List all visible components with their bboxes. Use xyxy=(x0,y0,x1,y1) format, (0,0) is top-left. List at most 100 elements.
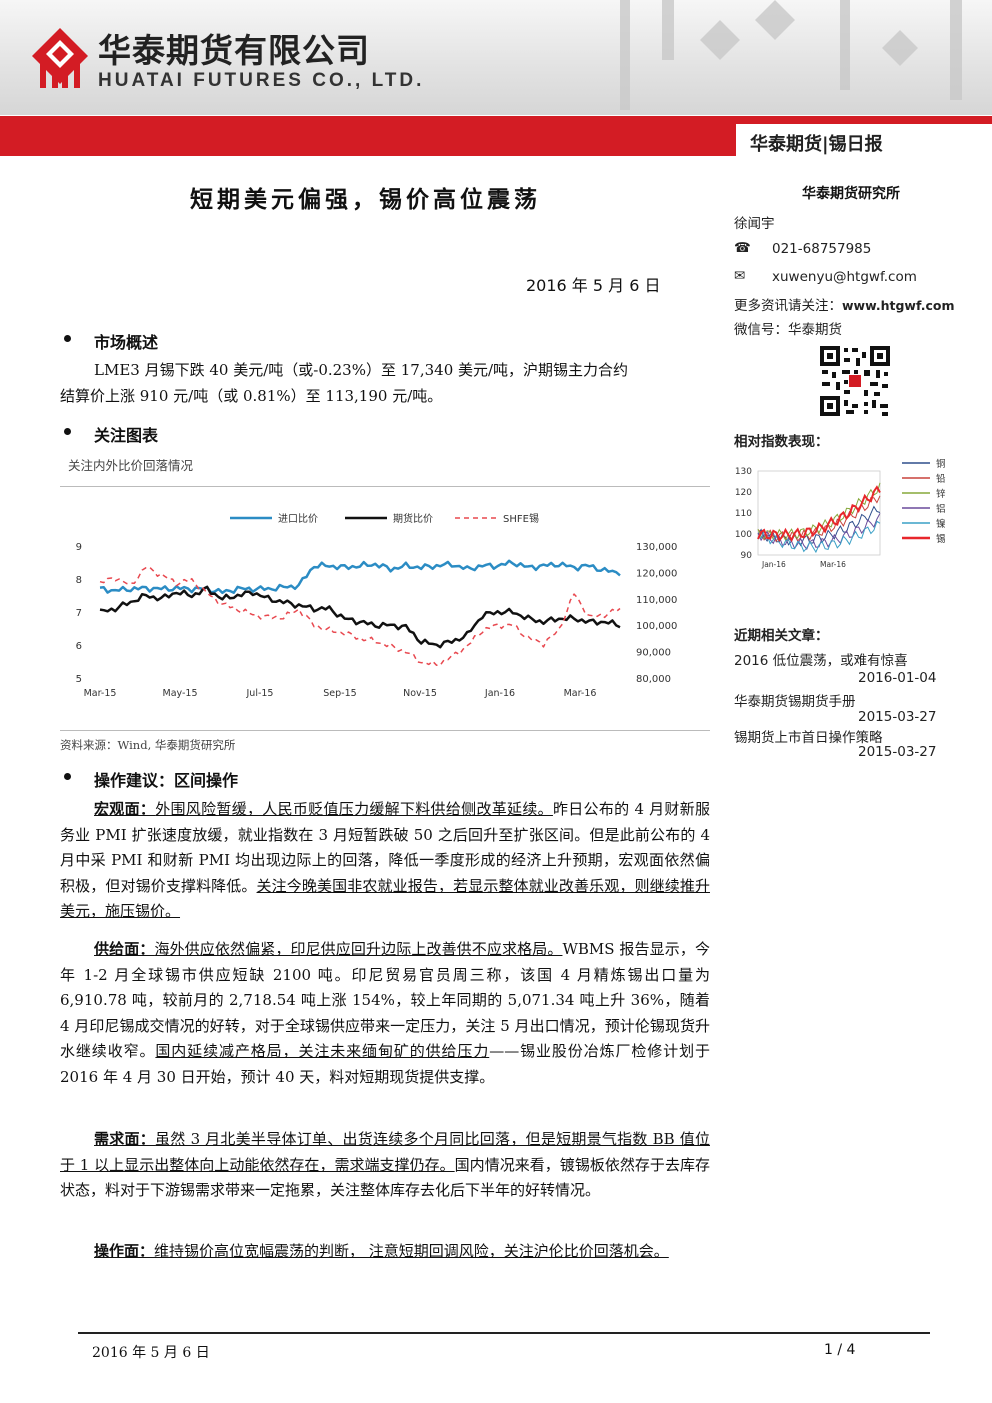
more-info-label: 更多资讯请关注： xyxy=(734,298,842,314)
mini-x-tick-label: Mar-16 xyxy=(820,560,846,569)
y-left-tick-label: 9 xyxy=(76,542,82,553)
main-chart: 进口比价 期货比价 SHFE锡 9 8 7 6 5 130,000 120,000 110,000 1… xyxy=(76,512,678,699)
analyst-email[interactable]: xuwenyu@htgwf.com xyxy=(772,269,917,285)
y-right-tick-label: 120,000 xyxy=(636,568,677,579)
series-line xyxy=(99,559,621,595)
series-line xyxy=(99,585,621,649)
article-3-title[interactable]: 锡期货上市首日操作策略 xyxy=(734,730,883,746)
mini-y-tick-label: 130 xyxy=(735,467,752,477)
x-tick-label: Sep-15 xyxy=(323,688,356,699)
articles-title: 近期相关文章： xyxy=(734,628,829,644)
y-right-tick-label: 90,000 xyxy=(636,648,671,659)
header-decoration xyxy=(620,0,962,110)
company-name-cn: 华泰期货有限公司 xyxy=(98,31,370,70)
report-tag: 华泰期货|锡日报 xyxy=(750,134,883,155)
chart-bottom-rule xyxy=(60,730,710,731)
y-right-tick-label: 80,000 xyxy=(636,674,671,685)
legend-label: 期货比价 xyxy=(393,512,433,525)
y-left-tick-label: 7 xyxy=(76,608,82,619)
y-right-tick-label: 110,000 xyxy=(636,595,677,606)
macro-body: 昨日公布的 4 月财新服务业 PMI 扩张速度放缓，就业指数在 3 月短暂跌破 … xyxy=(60,800,710,895)
legend-label: SHFE锡 xyxy=(503,512,539,525)
section-heading-market: 市场概述 xyxy=(94,333,159,352)
article-2-title[interactable]: 华泰期货锡期货手册 xyxy=(734,694,856,710)
bullet-icon xyxy=(64,428,71,435)
x-tick-label: Nov-15 xyxy=(403,688,437,699)
operation-key-point: 维持锡价高位宽幅震荡的判断， 注意短期回调风险，关注沪伦比价回落机会。 xyxy=(154,1242,669,1260)
y-left-tick-label: 8 xyxy=(76,575,82,586)
article-1-date: 2016-01-04 xyxy=(858,670,937,686)
analyst-phone: 021-68757985 xyxy=(772,241,872,257)
footer-rule xyxy=(78,1332,930,1334)
market-text-line2: 结算价上涨 910 元/吨（或 0.81%）至 113,190 元/吨。 xyxy=(60,387,443,405)
mini-y-tick-label: 110 xyxy=(735,509,752,519)
chart-caption: 关注内外比价回落情况 xyxy=(68,458,194,473)
article-1-title[interactable]: 2016 低位震荡，或难有惊喜 xyxy=(734,653,908,669)
x-tick-label: Mar-15 xyxy=(84,688,117,699)
supply-domestic: 国内延续减产格局，关注未来缅甸矿的供给压力 xyxy=(155,1042,490,1060)
demand-key-point: 虽然 3 月北美半导体订单、出货连续多个月同比回落，但是短期景气指数 BB 值位… xyxy=(60,1130,710,1174)
supply-key-point: 海外供应依然偏紧，印尼供应回升边际上改善供不应求格局。 xyxy=(154,940,563,958)
x-tick-label: Jan-16 xyxy=(484,688,515,699)
x-tick-label: Jul-15 xyxy=(246,688,274,699)
mini-legend-label: 铜 xyxy=(936,458,946,470)
macro-watch: 关注今晚美国非农就业报告，若显示整体就业改善乐观，则继续推升美元，施压锡价。 xyxy=(60,876,710,921)
x-tick-label: Mar-16 xyxy=(564,688,597,699)
y-right-tick-label: 100,000 xyxy=(636,621,677,632)
relative-index-title: 相对指数表现： xyxy=(734,434,829,450)
website-link[interactable]: www.htgwf.com xyxy=(842,298,955,313)
y-left-tick-label: 5 xyxy=(76,674,82,685)
section-heading-ops: 操作建议：区间操作 xyxy=(94,771,239,790)
legend-label: 进口比价 xyxy=(278,513,318,525)
demand-paragraph: 需求面：虽然 3 月北美半导体订单、出货连续多个月同比回落，但是短期景气指数 B… xyxy=(60,1127,710,1204)
article-2-date: 2015-03-27 xyxy=(858,709,937,725)
x-tick-label: May-15 xyxy=(163,688,198,699)
macro-label: 宏观面： xyxy=(94,800,156,818)
supply-label: 供给面： xyxy=(94,940,155,958)
email-icon: ✉ xyxy=(734,268,746,284)
page-number: 1 / 4 xyxy=(824,1342,856,1358)
qr-code-icon xyxy=(818,344,892,418)
report-title: 短期美元偏强，锡价高位震荡 xyxy=(190,186,541,213)
market-text-line1: LME3 月锡下跌 40 美元/吨（或-0.23%）至 17,340 美元/吨，… xyxy=(94,361,629,379)
report-date: 2016 年 5 月 6 日 xyxy=(526,276,661,295)
mini-y-tick-label: 120 xyxy=(735,488,752,498)
macro-paragraph: 宏观面：外围风险暂缓，人民币贬值压力缓解下料供给侧改革延续。昨日公布的 4 月财… xyxy=(60,797,710,925)
chart-source: 资料来源：Wind, 华泰期货研究所 xyxy=(60,738,236,752)
macro-key-point: 外围风险暂缓，人民币贬值压力缓解下料供给侧改革延续。 xyxy=(155,800,553,818)
demand-body: 国内情况来看，镀锡板依然存于去库存状态，料对于下游锡需求带来一定拖累，关注整体库… xyxy=(60,1155,710,1200)
mini-plot-frame xyxy=(757,470,881,556)
mini-legend-label: 铝 xyxy=(936,503,946,515)
bullet-icon xyxy=(64,335,71,342)
mini-y-tick-label: 90 xyxy=(741,551,753,561)
mini-legend-label: 锌 xyxy=(936,488,946,500)
institute-name: 华泰期货研究所 xyxy=(802,186,900,202)
mini-legend-label: 镍 xyxy=(936,518,946,530)
chart-top-rule xyxy=(60,486,710,487)
company-name-en: HUATAI FUTURES CO., LTD. xyxy=(98,70,425,91)
mini-series-line xyxy=(757,513,881,551)
y-left-tick-label: 6 xyxy=(76,641,82,652)
analyst-name: 徐闻宇 xyxy=(734,216,775,232)
mini-y-tick-label: 100 xyxy=(735,530,752,540)
more-info-line: 更多资讯请关注：www.htgwf.com xyxy=(734,294,955,314)
phone-icon: ☎ xyxy=(734,240,751,256)
bullet-icon xyxy=(64,773,71,780)
supply-paragraph: 供给面：海外供应依然偏紧，印尼供应回升边际上改善供不应求格局。WBMS 报告显示… xyxy=(60,937,710,1090)
operation-label: 操作面： xyxy=(94,1242,155,1260)
mini-series-line xyxy=(757,505,881,547)
article-3-date: 2015-03-27 xyxy=(858,744,937,760)
wechat-id: 微信号：华泰期货 xyxy=(734,322,842,338)
y-right-tick-label: 130,000 xyxy=(636,542,677,553)
operation-paragraph: 操作面：维持锡价高位宽幅震荡的判断， 注意短期回调风险，关注沪伦比价回落机会。 xyxy=(60,1239,710,1265)
footer-date: 2016 年 5 月 6 日 xyxy=(92,1345,210,1361)
series-line xyxy=(99,566,621,666)
mini-legend-label: 铅 xyxy=(936,473,946,485)
supply-body2: ——锡业股份冶炼厂检修计划于 2016 年 4 月 30 日开始，预计 40 天… xyxy=(60,1042,710,1086)
mini-x-tick-label: Jan-16 xyxy=(761,560,786,569)
mini-legend-label: 锡 xyxy=(936,533,946,545)
mini-series-line xyxy=(757,485,881,543)
company-logo-icon xyxy=(32,28,88,88)
header-background xyxy=(0,0,992,115)
